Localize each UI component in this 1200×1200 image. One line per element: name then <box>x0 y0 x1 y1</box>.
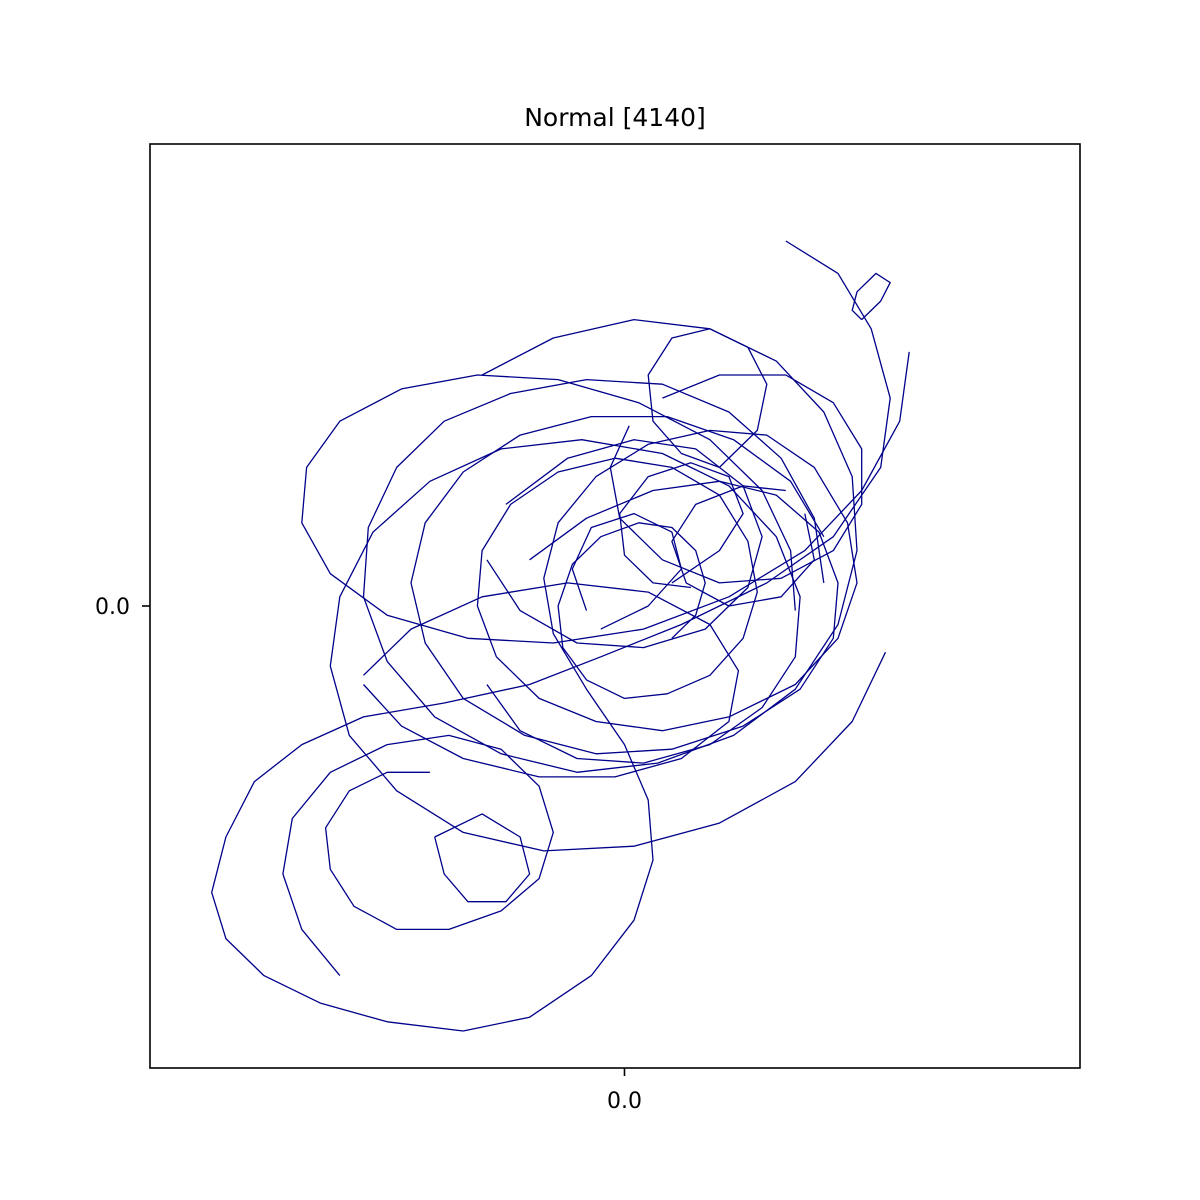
trajectory-segment-0-10 <box>571 512 683 630</box>
trajectory-segment-0-0 <box>211 240 891 1032</box>
y-axis: 0.0 <box>95 595 150 620</box>
trajectory-segment-0-12 <box>363 582 740 778</box>
trajectory-segment-0-8 <box>434 813 531 903</box>
trajectory-segment-0-14 <box>486 439 763 649</box>
y-tick-label-0: 0.0 <box>95 595 130 620</box>
trajectory-segment-0-7 <box>851 272 891 321</box>
trajectory-segment-0-9 <box>619 462 744 589</box>
trajectory-segment-0-6 <box>647 328 768 469</box>
trajectory-segment-0-11 <box>671 485 815 607</box>
trajectory-segment-0-3 <box>329 439 887 852</box>
x-tick-label-0: 0.0 <box>607 1089 642 1114</box>
chart-title: Normal [4140] <box>524 103 706 132</box>
trajectory-segment-0-4 <box>301 351 910 644</box>
series-layer <box>211 240 910 1032</box>
trajectory-segment-0-1 <box>410 415 839 755</box>
trajectory-segment-0-13 <box>609 374 863 584</box>
x-axis: 0.0 <box>607 1068 642 1114</box>
trajectory-segment-0-5 <box>282 734 554 977</box>
